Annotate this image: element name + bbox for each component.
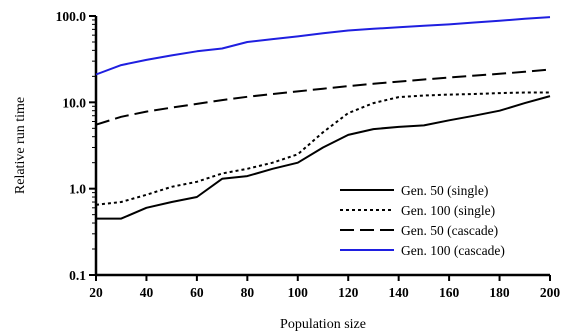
y-tick-label: 100.0: [56, 9, 87, 24]
y-tick-label: 10.0: [62, 95, 86, 110]
x-axis-title: Population size: [280, 317, 366, 332]
legend: Gen. 50 (single) Gen. 100 (single) Gen. 50…: [340, 183, 505, 258]
x-tick-label: 20: [89, 285, 103, 300]
series-line-2: [95, 91, 550, 206]
series-line-4: [95, 16, 551, 76]
x-tick-label: 40: [140, 285, 154, 300]
y-axis-title: Relative run time: [13, 97, 28, 194]
x-tick-label: 140: [389, 285, 410, 300]
x-tick-label: 200: [540, 285, 561, 300]
legend-label: Gen. 50 (single): [401, 183, 488, 198]
legend-label: Gen. 100 (cascade): [401, 243, 505, 258]
axes: 0.1 1.0 10.0 100.0 20 40 60 80 100 120 140 160 180 20…: [56, 9, 561, 300]
x-tick-label: 160: [439, 285, 460, 300]
x-tick-label: 180: [489, 285, 510, 300]
legend-label: Gen. 50 (cascade): [401, 223, 498, 238]
series-layer: [95, 16, 551, 220]
x-tick-label: 60: [190, 285, 204, 300]
y-tick-label: 0.1: [69, 268, 86, 283]
series-line-3: [95, 68, 551, 126]
x-tick-label: 100: [288, 285, 309, 300]
x-tick-label: 120: [338, 285, 359, 300]
legend-label: Gen. 100 (single): [401, 203, 495, 218]
x-tick-label: 80: [241, 285, 255, 300]
series-line-1: [96, 95, 551, 220]
y-tick-label: 1.0: [69, 182, 86, 197]
